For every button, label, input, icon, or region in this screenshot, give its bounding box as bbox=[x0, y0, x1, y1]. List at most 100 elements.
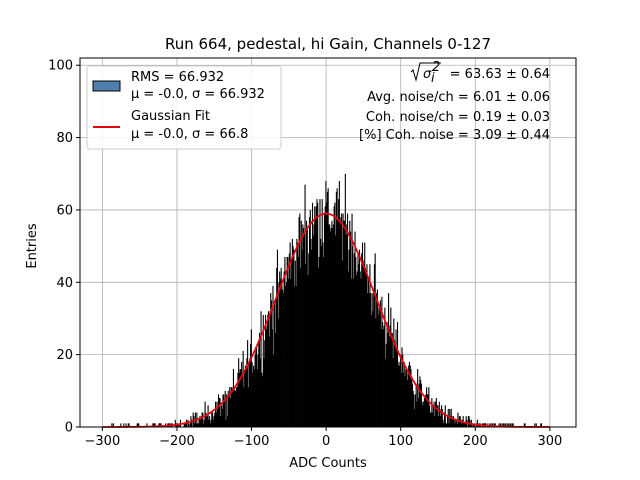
legend-box bbox=[86, 65, 282, 150]
histogram-bar bbox=[246, 358, 248, 427]
histogram-bar bbox=[442, 419, 444, 427]
histogram-bar bbox=[233, 387, 235, 427]
histogram-bar bbox=[426, 387, 428, 427]
histogram-bar bbox=[398, 361, 400, 427]
histogram-bar bbox=[219, 398, 221, 427]
histogram-bar bbox=[154, 423, 156, 427]
histogram-bar bbox=[217, 394, 220, 427]
histogram-bar bbox=[446, 423, 448, 427]
histogram-bar bbox=[441, 408, 443, 427]
histogram-bar bbox=[501, 423, 503, 427]
histogram-bar bbox=[220, 405, 223, 427]
histogram-bar bbox=[420, 383, 422, 427]
histogram-bar bbox=[411, 383, 414, 427]
histogram-bar bbox=[325, 181, 327, 427]
histogram-bar bbox=[294, 285, 296, 427]
histogram-bar bbox=[123, 423, 125, 427]
histogram-bar bbox=[376, 289, 378, 427]
histogram-bar bbox=[282, 293, 284, 427]
histogram-bar bbox=[291, 238, 293, 427]
histogram-bar bbox=[212, 419, 214, 427]
histogram-bar bbox=[458, 419, 460, 427]
histogram-bar bbox=[209, 423, 211, 427]
histogram-bar bbox=[334, 202, 336, 427]
histogram-bar bbox=[327, 188, 329, 427]
histogram-bar bbox=[464, 423, 466, 427]
histogram-bar bbox=[280, 267, 282, 427]
histogram-bar bbox=[269, 311, 271, 427]
histogram-bar bbox=[234, 390, 236, 427]
histogram-bar bbox=[158, 423, 160, 427]
histogram-bar bbox=[364, 242, 366, 427]
histogram-bar bbox=[421, 401, 423, 427]
histogram-bar bbox=[461, 423, 463, 427]
histogram-bar bbox=[316, 199, 318, 427]
histogram-bar bbox=[238, 358, 240, 427]
histogram-bar bbox=[250, 343, 252, 427]
histogram-bar bbox=[385, 358, 387, 427]
histogram-bar bbox=[393, 318, 395, 427]
histogram-bar bbox=[260, 311, 262, 427]
histogram-bar bbox=[494, 423, 496, 427]
histogram-bar bbox=[322, 242, 324, 427]
histogram-bar bbox=[146, 423, 148, 427]
histogram-bar bbox=[231, 387, 233, 427]
legend-entry-fit: Gaussian Fit bbox=[131, 109, 210, 124]
histogram-bar bbox=[244, 372, 246, 427]
histogram-bar bbox=[341, 213, 343, 427]
histogram-bar bbox=[396, 322, 399, 427]
histogram-bar bbox=[323, 213, 325, 427]
histogram-bar bbox=[413, 394, 415, 427]
histogram-bar bbox=[492, 423, 494, 427]
histogram-bar bbox=[276, 267, 278, 427]
histogram-bar bbox=[402, 354, 404, 427]
histogram-bar bbox=[203, 423, 205, 427]
histogram-bar bbox=[243, 387, 245, 427]
histogram-bar bbox=[225, 419, 227, 427]
histogram-bar bbox=[395, 329, 397, 427]
histogram-bar bbox=[369, 264, 371, 427]
histogram-bar bbox=[220, 416, 222, 427]
histogram-bar bbox=[352, 246, 354, 427]
histogram-bar bbox=[206, 416, 208, 427]
histogram-bar bbox=[382, 322, 384, 427]
histogram-bar bbox=[355, 256, 357, 427]
legend-entry-fit-stats: μ = -0.0, σ = 66.8 bbox=[131, 127, 248, 142]
histogram-bar bbox=[288, 253, 290, 427]
histogram-bar bbox=[455, 419, 457, 427]
histogram-bar bbox=[465, 416, 467, 427]
histogram-bar bbox=[202, 412, 204, 427]
histogram-bar bbox=[391, 332, 393, 427]
histogram-bar bbox=[291, 260, 293, 427]
histogram-bar bbox=[381, 296, 383, 427]
histogram-bar bbox=[201, 412, 203, 427]
y-tick-label: 40 bbox=[56, 276, 73, 291]
histogram-bar bbox=[320, 238, 322, 427]
histogram-bar bbox=[232, 369, 234, 427]
histogram-bar bbox=[436, 405, 438, 427]
histogram-bar bbox=[304, 184, 306, 427]
y-tick-label: 20 bbox=[56, 348, 73, 363]
histogram-bar bbox=[227, 390, 229, 427]
histogram-bar bbox=[247, 340, 249, 427]
histogram-bar bbox=[359, 271, 361, 427]
histogram-bar bbox=[288, 278, 290, 427]
gaussian-fit-curve bbox=[102, 212, 550, 428]
y-axis-label: Entries bbox=[25, 223, 40, 269]
histogram-bar bbox=[472, 423, 474, 427]
histogram-bar bbox=[345, 235, 347, 427]
histogram-bar bbox=[308, 253, 310, 427]
histogram-bar bbox=[305, 264, 307, 427]
histogram-bar bbox=[407, 369, 409, 427]
histogram-bar bbox=[250, 329, 252, 427]
histogram-bar bbox=[247, 387, 249, 427]
histogram-bar bbox=[281, 282, 283, 427]
histogram-bar bbox=[229, 398, 232, 427]
histogram-bar bbox=[315, 206, 317, 427]
histogram-bar bbox=[279, 278, 281, 427]
histogram-bar bbox=[179, 423, 181, 427]
histogram-bar bbox=[285, 282, 287, 427]
histogram-bar bbox=[273, 304, 276, 427]
histogram-bar bbox=[384, 307, 386, 427]
histogram-bar bbox=[326, 202, 328, 427]
